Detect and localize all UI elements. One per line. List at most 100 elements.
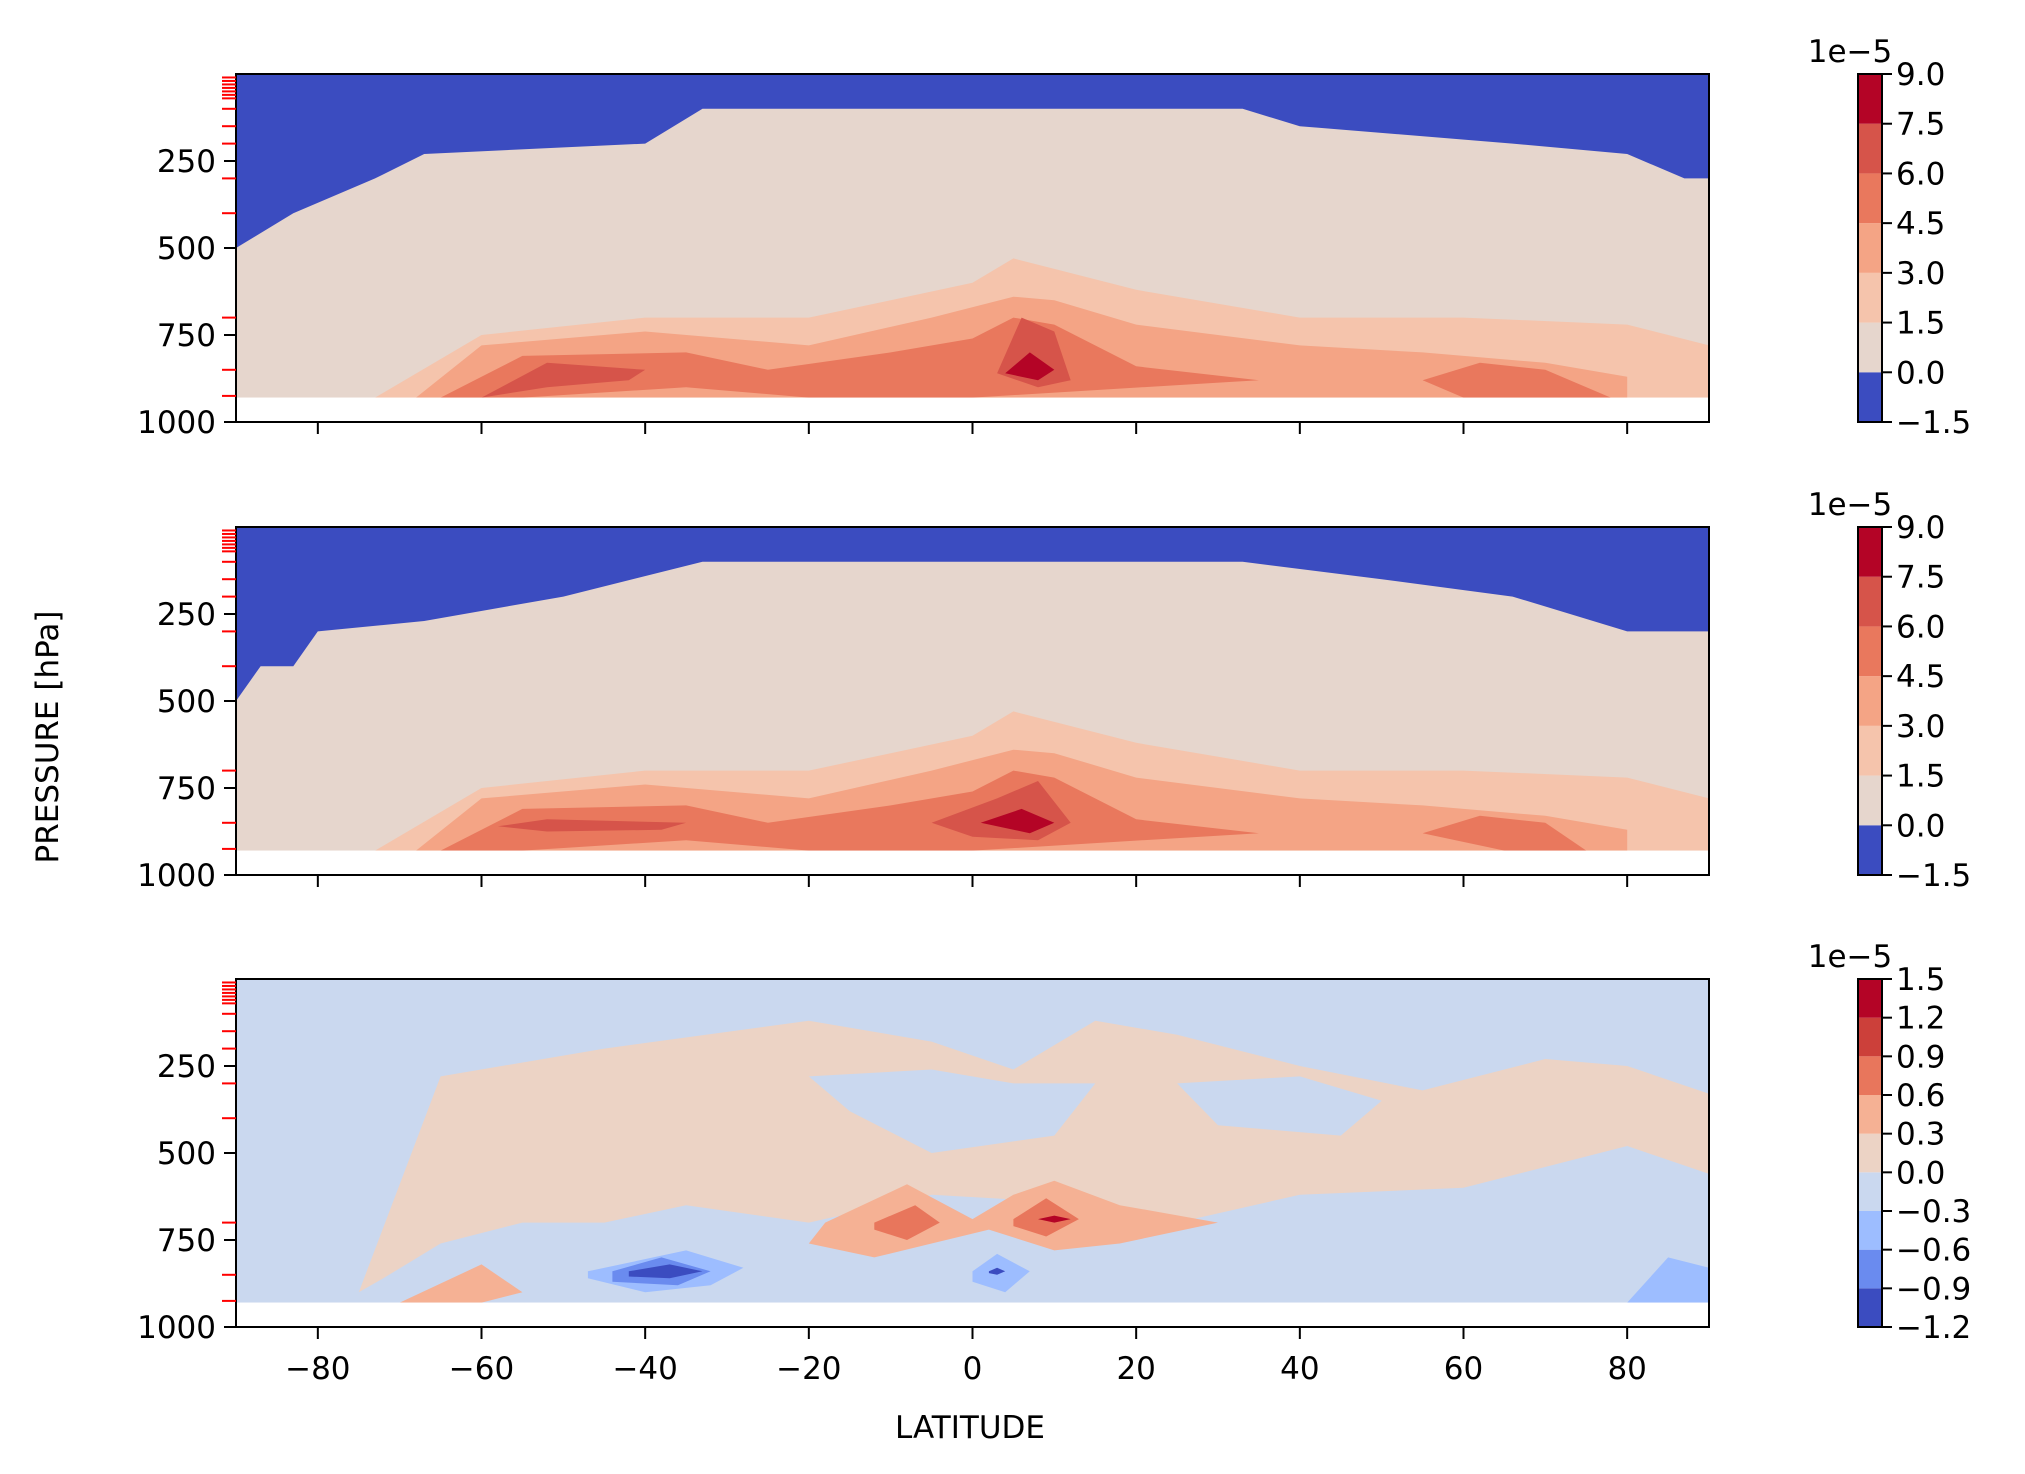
colorbar-swatch bbox=[1858, 1288, 1882, 1327]
colorbar-tick-label: 1.2 bbox=[1896, 1001, 1945, 1037]
colorbar-swatch bbox=[1858, 1249, 1882, 1289]
colorbar-frame bbox=[1857, 526, 1883, 876]
ytick-label: 1000 bbox=[137, 405, 216, 441]
colorbar-swatch bbox=[1858, 1056, 1882, 1095]
colorbar-tick-label: −1.5 bbox=[1896, 405, 1971, 441]
contour-region bbox=[972, 1253, 1030, 1293]
colorbar-swatch bbox=[1858, 626, 1882, 677]
colorbar-swatch bbox=[1858, 123, 1882, 174]
colorbar-tick-label: 0.0 bbox=[1896, 808, 1945, 844]
colorbar-tick-label: 7.5 bbox=[1896, 560, 1945, 596]
colorbar-tick-label: 4.5 bbox=[1896, 659, 1945, 695]
colorbar-tick-label: 0.3 bbox=[1896, 1117, 1945, 1153]
ytick-label: 500 bbox=[157, 684, 216, 720]
contour-region bbox=[1422, 815, 1587, 851]
colorbar-swatch bbox=[1858, 173, 1882, 224]
xtick-label: 0 bbox=[963, 1351, 983, 1387]
xtick-label: 40 bbox=[1280, 1351, 1319, 1387]
colorbar-tick-label: 6.0 bbox=[1896, 156, 1945, 192]
colorbar-offset-label: 1e−5 bbox=[1808, 487, 1893, 523]
colorbar-swatch bbox=[1858, 1133, 1882, 1173]
colorbar-tick-label: 4.5 bbox=[1896, 206, 1945, 242]
contour-region bbox=[874, 1205, 940, 1240]
panel-2: 250 500 750 1000 −1.5 0.0 1.5 3.0 4.5 6.0 7.5 9.01e… bbox=[137, 487, 1971, 894]
colorbar-tick-label: −1.2 bbox=[1896, 1310, 1971, 1346]
colorbar-tick-label: −1.5 bbox=[1896, 858, 1971, 894]
colorbar-tick-label: 6.0 bbox=[1896, 609, 1945, 645]
colorbar-tick-label: 3.0 bbox=[1896, 256, 1945, 292]
contour-region bbox=[358, 1020, 1709, 1293]
colorbar-swatch bbox=[1858, 372, 1882, 422]
colorbar-swatch bbox=[1858, 676, 1882, 726]
colorbar-tick-label: −0.6 bbox=[1896, 1233, 1971, 1269]
contour-region bbox=[1422, 362, 1611, 398]
colorbar-frame bbox=[1857, 978, 1883, 1328]
figure-ylabel: PRESSURE [hPa] bbox=[30, 611, 66, 864]
ytick-label: 250 bbox=[157, 1049, 216, 1085]
colorbar-tick-label: 0.0 bbox=[1896, 1155, 1945, 1191]
colorbar-3: −1.2−0.9−0.6−0.30.00.30.60.91.21.51e−5 bbox=[1808, 939, 1972, 1346]
colorbar-swatch bbox=[1858, 223, 1882, 273]
xtick-label: −40 bbox=[612, 1351, 677, 1387]
colorbar-swatch bbox=[1858, 979, 1882, 1018]
xtick-label: 20 bbox=[1116, 1351, 1155, 1387]
ytick-label: 1000 bbox=[137, 858, 216, 894]
colorbar-swatch bbox=[1858, 725, 1882, 776]
contour-region bbox=[808, 1069, 1096, 1153]
colorbar-tick-label: 1.5 bbox=[1896, 962, 1945, 998]
ytick-label: 1000 bbox=[137, 1310, 216, 1346]
figure-xlabel: LATITUDE bbox=[895, 1410, 1045, 1446]
colorbar-tick-label: 0.6 bbox=[1896, 1078, 1945, 1114]
colorbar-tick-label: 3.0 bbox=[1896, 709, 1945, 745]
ytick-label: 250 bbox=[157, 597, 216, 633]
colorbar-swatch bbox=[1858, 1017, 1882, 1057]
colorbar-swatch bbox=[1858, 272, 1882, 323]
contour-region bbox=[628, 1264, 703, 1279]
colorbar-tick-label: 1.5 bbox=[1896, 759, 1945, 795]
colorbar-swatch bbox=[1858, 775, 1882, 826]
colorbar-offset-label: 1e−5 bbox=[1808, 34, 1893, 70]
colorbar-tick-label: 0.0 bbox=[1896, 355, 1945, 391]
xtick-label: −60 bbox=[449, 1351, 514, 1387]
colorbar-swatch bbox=[1858, 576, 1882, 627]
ytick-label: 500 bbox=[157, 231, 216, 267]
contour-region bbox=[1005, 352, 1055, 381]
ytick-label: 750 bbox=[157, 318, 216, 354]
colorbar-swatch bbox=[1858, 322, 1882, 373]
colorbar-tick-label: 1.5 bbox=[1896, 306, 1945, 342]
contour-region bbox=[236, 527, 1709, 701]
colorbar-swatch bbox=[1858, 1095, 1882, 1134]
colorbar-swatch bbox=[1858, 74, 1882, 124]
xtick-label: −80 bbox=[285, 1351, 350, 1387]
ytick-label: 500 bbox=[157, 1136, 216, 1172]
colorbar-frame bbox=[1857, 73, 1883, 423]
contour-region bbox=[236, 74, 1709, 248]
ytick-label: 750 bbox=[157, 771, 216, 807]
contour-region bbox=[980, 808, 1055, 834]
no-data-band bbox=[236, 397, 1709, 422]
contour-region bbox=[1038, 1215, 1071, 1223]
contour-region bbox=[399, 1264, 523, 1303]
no-data-band bbox=[236, 850, 1709, 875]
contour-region bbox=[1177, 1076, 1382, 1136]
colorbar-tick-label: 7.5 bbox=[1896, 107, 1945, 143]
ytick-label: 250 bbox=[157, 144, 216, 180]
colorbar-tick-label: −0.3 bbox=[1896, 1194, 1971, 1230]
ytick-label: 750 bbox=[157, 1223, 216, 1259]
xtick-label: 80 bbox=[1607, 1351, 1646, 1387]
colorbar-swatch bbox=[1858, 825, 1882, 875]
xtick-label: −20 bbox=[776, 1351, 841, 1387]
no-data-band bbox=[236, 1302, 1709, 1327]
contour-region bbox=[1627, 1257, 1709, 1303]
colorbar-1: −1.5 0.0 1.5 3.0 4.5 6.0 7.5 9.01e−5 bbox=[1808, 34, 1972, 441]
colorbar-tick-label: 9.0 bbox=[1896, 57, 1945, 93]
panel-1: 250 500 750 1000 −1.5 0.0 1.5 3.0 4.5 6.0 7.5 9.01e… bbox=[137, 34, 1971, 441]
colorbar-tick-label: 0.9 bbox=[1896, 1039, 1945, 1075]
colorbar-swatch bbox=[1858, 1172, 1882, 1211]
xtick-label: 60 bbox=[1444, 1351, 1483, 1387]
colorbar-tick-label: 9.0 bbox=[1896, 510, 1945, 546]
colorbar-swatch bbox=[1858, 527, 1882, 577]
colorbar-tick-label: −0.9 bbox=[1896, 1271, 1971, 1307]
